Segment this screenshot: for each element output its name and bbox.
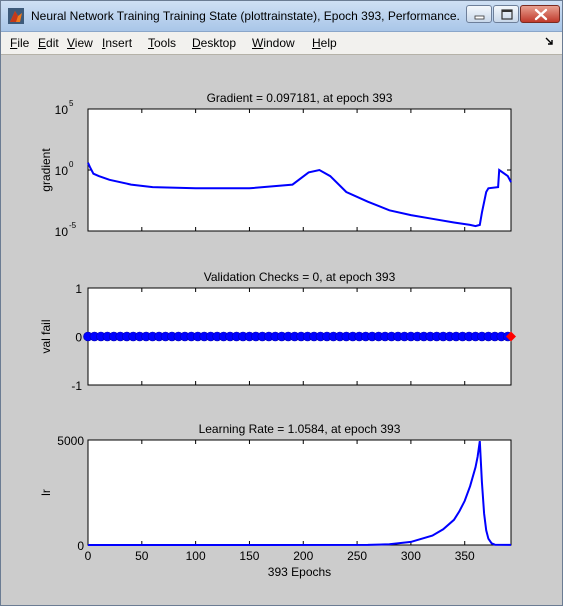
dock-arrow-icon[interactable]: [545, 37, 554, 47]
y-tick-label-gradient: 10: [55, 164, 69, 178]
menu-file[interactable]: File: [10, 36, 30, 50]
x-tick-label: 300: [401, 549, 421, 563]
matlab-icon: [8, 8, 24, 24]
y-tick-label-gradient: 10: [55, 225, 69, 239]
x-tick-label: 200: [293, 549, 313, 563]
plot-title-3: Learning Rate = 1.0584, at epoch 393: [199, 422, 401, 436]
y-axis-label-2: val fail: [39, 319, 53, 353]
y-tick-label-valfail: 0: [75, 331, 82, 345]
best-epoch-marker: [506, 331, 516, 342]
menu-desktop[interactable]: Desktop: [192, 36, 237, 50]
x-tick-label: 0: [85, 549, 92, 563]
title-bar[interactable]: Neural Network Training Training State (…: [1, 1, 562, 32]
y-tick-label-valfail: 1: [75, 282, 82, 296]
x-tick-label: 250: [347, 549, 367, 563]
plot-title-1: Gradient = 0.097181, at epoch 393: [207, 91, 393, 105]
y-axis-label-3: lr: [39, 489, 53, 496]
y-tick-exponent-gradient: 0: [69, 160, 74, 169]
y-tick-label-valfail: -1: [71, 379, 82, 393]
menu-tools[interactable]: Tools: [148, 36, 177, 50]
x-tick-label: 50: [135, 549, 149, 563]
menu-help[interactable]: Help: [312, 36, 337, 50]
plot-title-2: Validation Checks = 0, at epoch 393: [204, 270, 396, 284]
close-button[interactable]: [520, 5, 560, 23]
x-tick-label: 350: [455, 549, 475, 563]
y-tick-label-lr: 5000: [57, 434, 84, 448]
minimize-icon: [474, 15, 485, 20]
plot-area-3: [87, 439, 512, 546]
window-title: Neural Network Training Training State (…: [31, 9, 459, 23]
maximize-icon: [501, 9, 513, 20]
learning-rate-series-line: [87, 440, 512, 546]
x-tick-label: 100: [186, 549, 206, 563]
y-tick-exponent-gradient: -5: [69, 221, 77, 230]
x-axis-label: 393 Epochs: [268, 565, 331, 579]
menu-window[interactable]: Window: [252, 36, 295, 50]
y-tick-label-lr: 0: [77, 539, 84, 553]
menu-view[interactable]: View: [67, 36, 93, 50]
menu-edit[interactable]: Edit: [38, 36, 59, 50]
menu-insert[interactable]: Insert: [102, 36, 133, 50]
figure-canvas: Gradient = 0.097181, at epoch 393 gradien…: [1, 55, 562, 605]
close-icon: [534, 8, 548, 21]
y-axis-label-1: gradient: [39, 148, 53, 192]
maximize-button[interactable]: [493, 5, 519, 23]
training-state-plots: Gradient = 0.097181, at epoch 393 gradien…: [39, 91, 516, 579]
menu-bar: File Edit View Insert Tools Desktop Wind…: [1, 32, 562, 55]
y-tick-label-gradient: 10: [55, 103, 69, 117]
gradient-series-line: [87, 162, 512, 228]
minimize-button[interactable]: [466, 5, 492, 23]
x-tick-label: 150: [239, 549, 259, 563]
plot-area-1: [87, 108, 512, 232]
y-tick-exponent-gradient: 5: [69, 99, 74, 108]
